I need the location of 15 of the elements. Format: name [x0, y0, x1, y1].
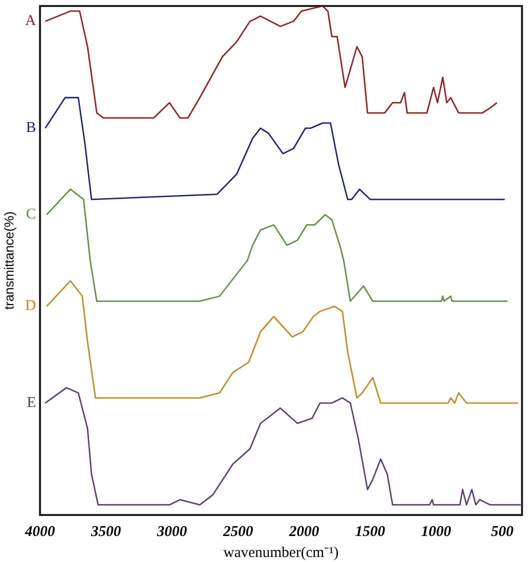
series-label: E: [26, 394, 36, 411]
series-label: B: [26, 120, 36, 136]
series-label: A: [25, 13, 36, 30]
x-tick-label: 3000: [156, 524, 188, 540]
x-tick-label: 2000: [288, 524, 320, 540]
series-label: C: [26, 206, 36, 223]
x-axis-title: wavenumber(cm⁻¹): [223, 544, 339, 561]
y-axis-title: transmittance(%): [2, 211, 17, 310]
x-tick-label: 4000: [24, 524, 56, 540]
x-tick-label: 1500: [355, 524, 386, 540]
series-label: D: [25, 298, 36, 314]
x-tick-label: 1000: [421, 524, 452, 540]
x-tick-label: 3500: [90, 524, 122, 540]
x-tick-label: 500: [490, 524, 514, 540]
x-tick-label: 2500: [222, 524, 254, 540]
